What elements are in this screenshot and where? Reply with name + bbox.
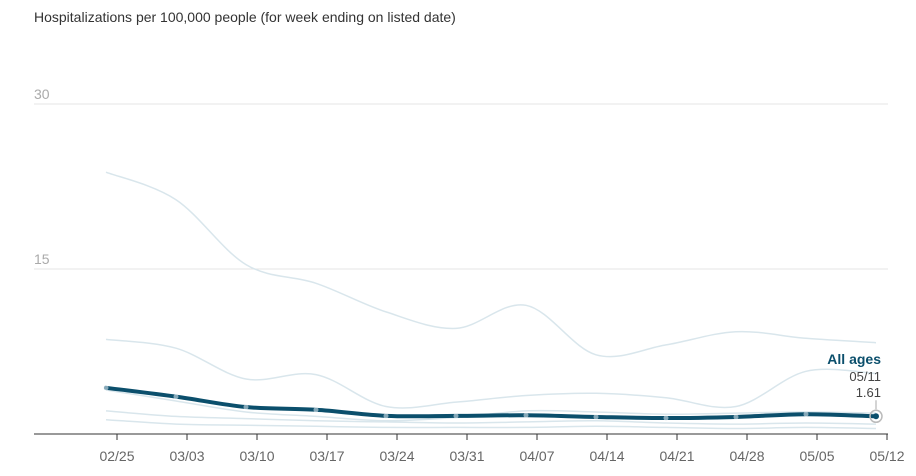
hover-marker (869, 409, 883, 424)
data-point (593, 414, 599, 420)
y-tick-label: 30 (34, 86, 50, 102)
x-tick-label: 03/03 (169, 448, 204, 464)
x-tick-label: 05/12 (869, 448, 904, 464)
y-tick-label: 15 (34, 251, 50, 267)
data-point (523, 412, 529, 418)
series-line-background-4 (105, 410, 877, 425)
x-tick-label: 04/21 (659, 448, 694, 464)
hover-point (873, 413, 879, 420)
series-line-background-1 (105, 171, 877, 358)
data-point (383, 413, 389, 419)
series-line-background-2 (105, 338, 877, 409)
data-point (803, 411, 809, 417)
x-tick-label: 04/28 (729, 448, 764, 464)
x-tick-label: 03/17 (309, 448, 344, 464)
annotation-value: 1.61 (856, 385, 881, 400)
x-tick-label: 04/07 (519, 448, 554, 464)
x-tick-label: 02/25 (99, 448, 134, 464)
annotation-date: 05/11 (849, 369, 881, 384)
series-line-background-5 (105, 418, 877, 430)
data-point (453, 413, 459, 419)
x-tick-label: 05/05 (799, 448, 834, 464)
data-point (173, 394, 179, 400)
chart-title: Hospitalizations per 100,000 people (for… (34, 9, 456, 25)
series-line-all-ages (104, 385, 878, 421)
x-tick-label: 03/24 (379, 448, 414, 464)
data-point (243, 404, 249, 410)
data-point (103, 385, 109, 391)
data-point (663, 415, 669, 421)
x-tick-label: 03/10 (239, 448, 274, 464)
x-tick-label: 03/31 (449, 448, 484, 464)
x-tick-label: 04/14 (589, 448, 624, 464)
data-point (313, 407, 319, 413)
data-point (733, 414, 739, 420)
annotation-label: All ages (827, 351, 881, 367)
